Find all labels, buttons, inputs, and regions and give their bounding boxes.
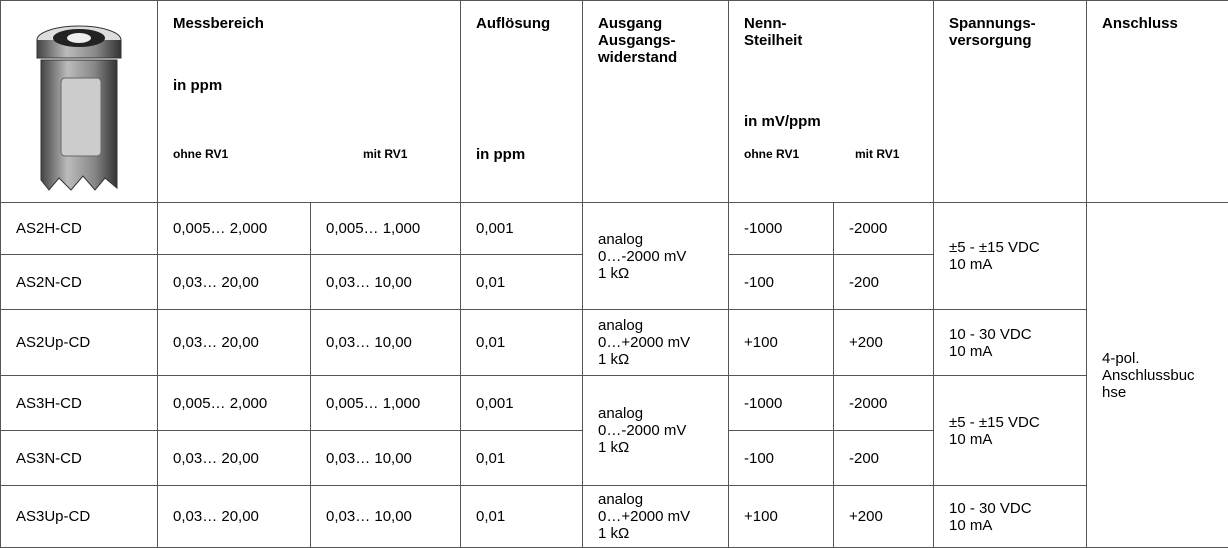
model-cell: AS3Up-CD (1, 486, 158, 548)
cell: -200 (834, 431, 934, 486)
header-title: Auflösung (476, 15, 550, 32)
header-unit: in mV/ppm (744, 113, 821, 130)
supply-cell: 10 - 30 VDC 10 mA (934, 310, 1087, 376)
header-title: Messbereich (173, 15, 264, 32)
cell: +100 (729, 310, 834, 376)
output-cell: analog 0…+2000 mV 1 kΩ (583, 310, 729, 376)
cell: 0,03… 10,00 (311, 310, 461, 376)
cell: 0,005… 2,000 (158, 376, 311, 431)
cell: 0,03… 20,00 (158, 310, 311, 376)
model-cell: AS3H-CD (1, 376, 158, 431)
cell: 0,01 (461, 255, 583, 310)
model-cell: AS2Up-CD (1, 310, 158, 376)
header-title: Ausgang Ausgangs- widerstand (598, 15, 677, 66)
header-title: Anschluss (1102, 15, 1178, 32)
cell: 0,03… 20,00 (158, 431, 311, 486)
supply-cell: 10 - 30 VDC 10 mA (934, 486, 1087, 548)
cell: 0,001 (461, 203, 583, 255)
model-cell: AS2H-CD (1, 203, 158, 255)
supply-cell: ±5 - ±15 VDC 10 mA (934, 376, 1087, 486)
cell: 0,03… 10,00 (311, 486, 461, 548)
cell: -200 (834, 255, 934, 310)
cell: -100 (729, 431, 834, 486)
cell: -2000 (834, 203, 934, 255)
cell: -2000 (834, 376, 934, 431)
header-steilheit: Nenn- Steilheit in mV/ppm ohne RV1 mit R… (729, 1, 934, 203)
header-ausgang: Ausgang Ausgangs- widerstand (583, 1, 729, 203)
cell: 0,01 (461, 486, 583, 548)
header-unit: in ppm (173, 77, 222, 94)
cell: 0,03… 20,00 (158, 255, 311, 310)
cell: 0,01 (461, 431, 583, 486)
sensor-icon (1, 18, 158, 198)
output-cell: analog 0…-2000 mV 1 kΩ (583, 203, 729, 310)
cell: -1000 (729, 376, 834, 431)
header-sub: mit RV1 (363, 146, 407, 163)
header-sub: ohne RV1 (744, 146, 799, 163)
cell: 0,03… 10,00 (311, 431, 461, 486)
connector-cell: 4-pol. Anschlussbuc hse (1087, 203, 1228, 548)
output-cell: analog 0…-2000 mV 1 kΩ (583, 376, 729, 486)
cell: -1000 (729, 203, 834, 255)
output-cell: analog 0…+2000 mV 1 kΩ (583, 486, 729, 548)
cell: 0,005… 1,000 (311, 203, 461, 255)
cell: 0,01 (461, 310, 583, 376)
model-cell: AS3N-CD (1, 431, 158, 486)
header-aufloesung: Auflösung in ppm (461, 1, 583, 203)
page: Messbereich in ppm ohne RV1 mit RV1 Aufl… (0, 0, 1228, 535)
cell: 0,005… 2,000 (158, 203, 311, 255)
header-sub: ohne RV1 (173, 146, 228, 163)
sensor-image (1, 1, 158, 203)
header-title: Nenn- Steilheit (744, 15, 802, 49)
header-sub: mit RV1 (855, 146, 899, 163)
supply-cell: ±5 - ±15 VDC 10 mA (934, 203, 1087, 310)
cell: +200 (834, 310, 934, 376)
cell: 0,03… 10,00 (311, 255, 461, 310)
header-anschluss: Anschluss (1087, 1, 1228, 203)
cell: 0,005… 1,000 (311, 376, 461, 431)
header-messbereich: Messbereich in ppm ohne RV1 mit RV1 (158, 1, 461, 203)
cell: +200 (834, 486, 934, 548)
cell: -100 (729, 255, 834, 310)
cell: 0,03… 20,00 (158, 486, 311, 548)
model-cell: AS2N-CD (1, 255, 158, 310)
cell: 0,001 (461, 376, 583, 431)
header-versorgung: Spannungs- versorgung (934, 1, 1087, 203)
header-title: Spannungs- versorgung (949, 15, 1036, 49)
cell: +100 (729, 486, 834, 548)
header-unit: in ppm (476, 146, 525, 163)
